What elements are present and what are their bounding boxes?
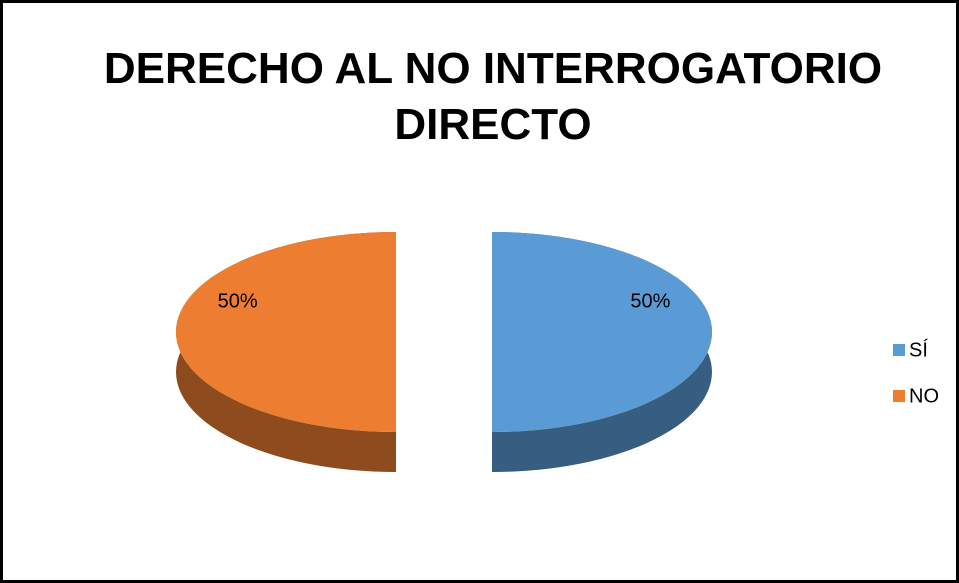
legend-swatch <box>893 344 905 356</box>
slice <box>176 232 396 472</box>
chart-title: DERECHO AL NO INTERROGATORIO DIRECTO <box>103 44 883 149</box>
legend-label: NO <box>909 385 939 407</box>
data-label: 50% <box>630 290 670 312</box>
slice-top <box>492 232 712 432</box>
legend-label: SÍ <box>909 338 928 361</box>
chart: 50% 50% SÍ NO <box>176 232 939 472</box>
data-label: 50% <box>218 290 258 312</box>
legend-swatch <box>893 390 905 402</box>
slice <box>492 232 712 472</box>
slice-top <box>176 232 396 432</box>
